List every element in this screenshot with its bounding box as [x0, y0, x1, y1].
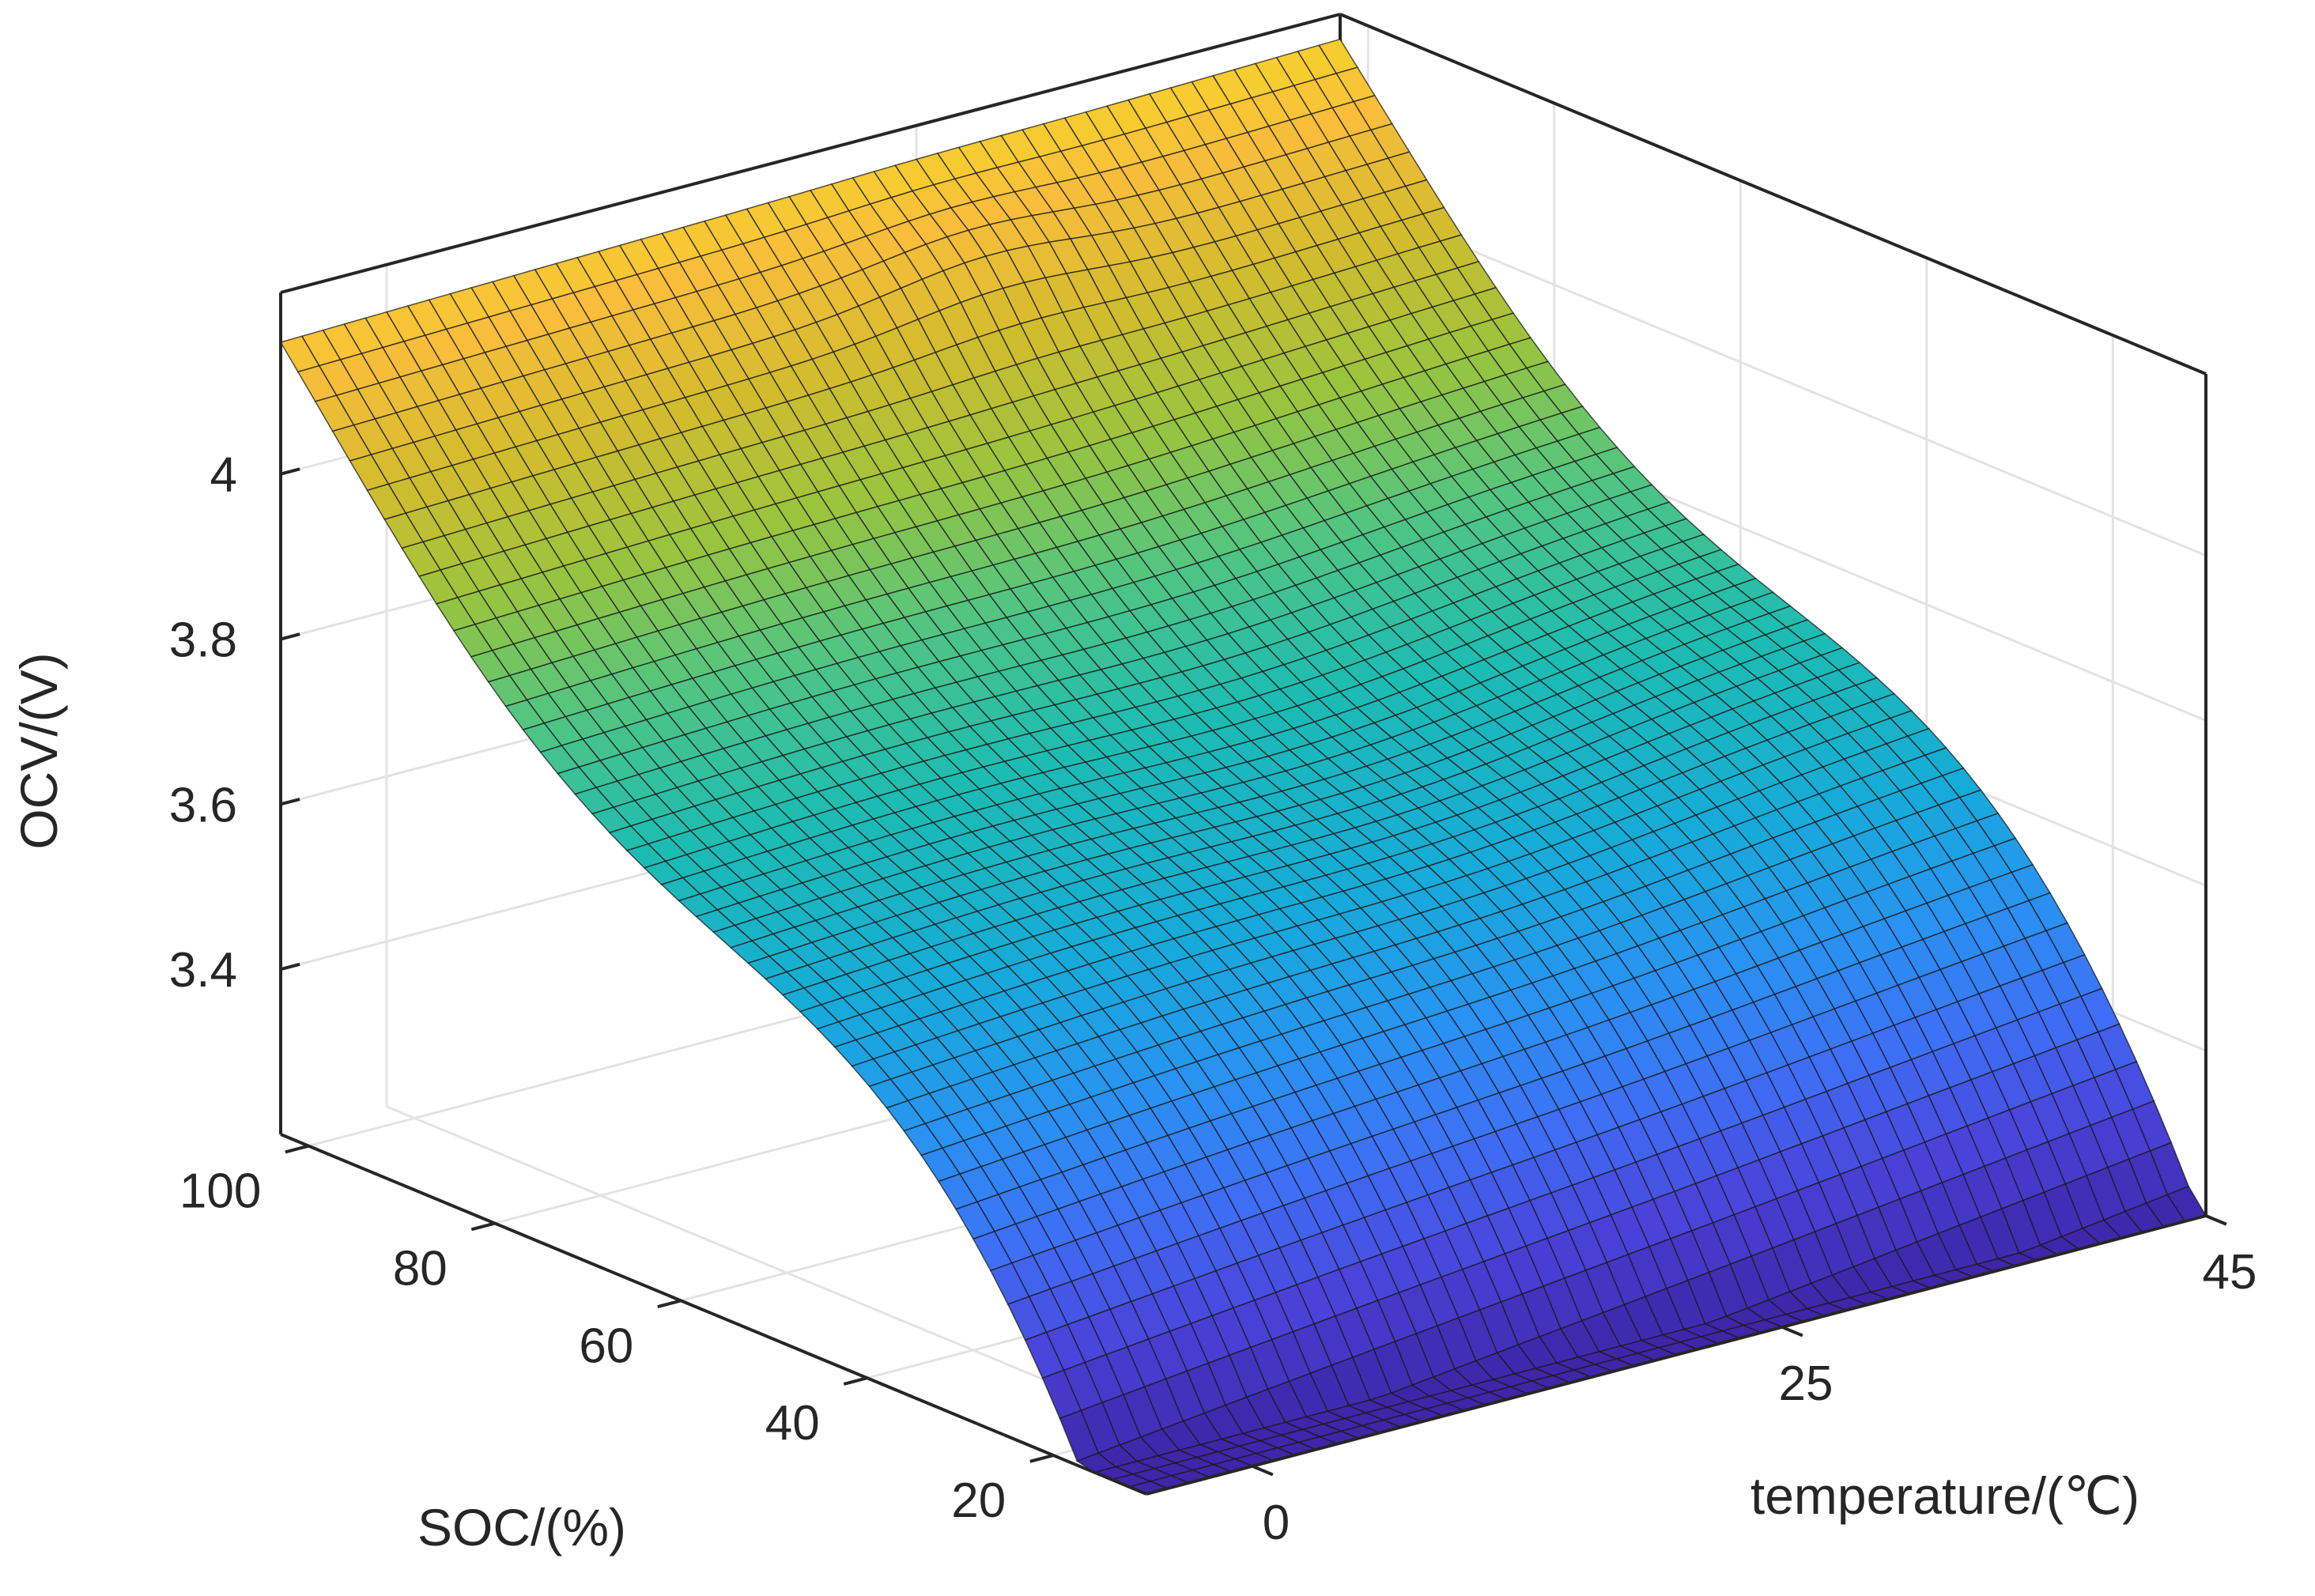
x-tick	[1252, 1464, 1274, 1477]
y-tick-label: 20	[951, 1473, 1006, 1528]
z-tick	[280, 632, 300, 641]
y-tick	[1029, 1454, 1054, 1463]
y-axis-line	[280, 1133, 1147, 1496]
y-tick	[285, 1144, 309, 1154]
x-tick	[1781, 1325, 1803, 1338]
x-axis-label: temperature/(℃)	[1750, 1466, 2139, 1525]
z-tick-label: 3.8	[169, 613, 237, 668]
z-tick	[280, 962, 300, 972]
grid-line-ocv-right	[1339, 194, 2207, 557]
y-tick-label: 40	[765, 1396, 820, 1451]
z-tick	[280, 798, 300, 806]
surface	[279, 38, 2207, 1495]
y-tick	[657, 1299, 682, 1309]
y-tick-label: 60	[579, 1319, 633, 1373]
y-tick-label: 80	[393, 1242, 448, 1296]
y-tick	[470, 1221, 496, 1232]
y-tick	[843, 1376, 868, 1386]
box-edge	[1339, 13, 2207, 375]
tick-labels: 0 25 45 20 40 60 80 100 3.4 3.6 3.8 4	[169, 448, 2257, 1550]
x-tick	[2205, 1214, 2227, 1226]
z-tick-label: 4	[210, 448, 237, 503]
x-tick-label: 25	[1779, 1356, 1833, 1411]
tick-marks	[280, 467, 2227, 1477]
z-axis-label: OCV/(V)	[9, 652, 68, 849]
x-tick-label: 0	[1263, 1496, 1290, 1550]
z-tick	[280, 467, 300, 476]
y-axis-label: SOC/(%)	[417, 1498, 626, 1556]
z-tick-label: 3.4	[169, 943, 237, 998]
x-axis-line	[1146, 1214, 2207, 1496]
box-edge	[280, 13, 1341, 294]
x-tick-label: 45	[2203, 1245, 2257, 1300]
axes-box-front	[279, 292, 2207, 1496]
y-tick-label: 100	[179, 1164, 261, 1219]
z-tick-label: 3.6	[169, 778, 237, 832]
